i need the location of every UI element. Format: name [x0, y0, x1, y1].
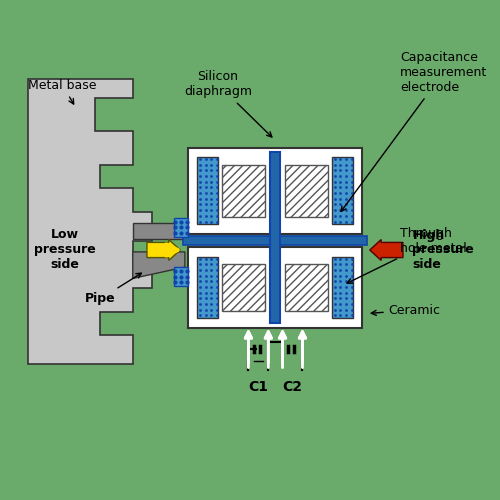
Text: Low
pressure
side: Low pressure side	[34, 228, 96, 272]
FancyArrow shape	[147, 240, 180, 260]
Polygon shape	[28, 80, 152, 364]
Bar	[197, 256, 218, 318]
Bar	[188, 148, 362, 234]
Text: Metal base: Metal base	[28, 79, 97, 104]
Bar	[286, 264, 328, 310]
Polygon shape	[132, 224, 185, 238]
Polygon shape	[132, 252, 185, 278]
Bar	[188, 247, 362, 328]
Bar	[270, 152, 280, 323]
Bar	[197, 157, 218, 224]
Text: Silicon
diaphragm: Silicon diaphragm	[184, 70, 272, 137]
Bar	[174, 218, 188, 236]
Bar	[222, 164, 264, 217]
Text: Through
hole metal: Through hole metal	[347, 227, 467, 283]
Bar	[222, 264, 264, 310]
Bar	[174, 267, 188, 286]
Bar	[332, 256, 352, 318]
Text: Pipe: Pipe	[86, 273, 141, 305]
Bar	[332, 157, 352, 224]
FancyArrow shape	[370, 240, 403, 260]
Bar	[286, 164, 328, 217]
Text: C2: C2	[282, 380, 302, 394]
Text: Capacitance
measurement
electrode: Capacitance measurement electrode	[341, 50, 488, 211]
Text: Ceramic: Ceramic	[371, 304, 440, 316]
Text: High
pressure
side: High pressure side	[412, 228, 474, 272]
Bar	[183, 236, 270, 246]
Bar	[280, 236, 367, 246]
Text: C1: C1	[248, 380, 268, 394]
